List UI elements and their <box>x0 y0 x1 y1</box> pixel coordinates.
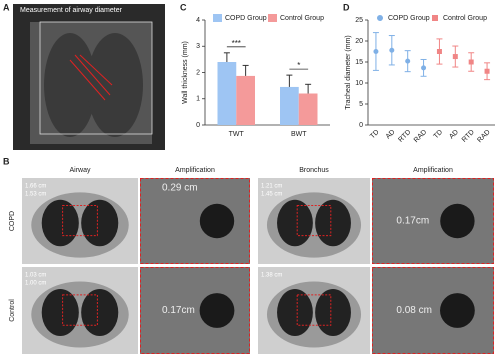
bar <box>298 93 318 125</box>
bar <box>236 75 255 125</box>
legend-swatch <box>268 14 277 22</box>
x-tick-label: TD <box>433 129 445 141</box>
y-tick-label: 5 <box>359 101 363 108</box>
roi-box <box>62 205 98 237</box>
zoom-frame <box>140 267 250 354</box>
y-tick-label: 10 <box>355 80 363 87</box>
point <box>484 68 490 74</box>
frame <box>39 21 153 135</box>
x-tick-label: RAD <box>413 129 428 144</box>
y-axis-label: Wall thickness (mm) <box>182 41 189 104</box>
lung <box>277 289 313 336</box>
point <box>389 47 395 53</box>
y-axis-label: Tracheal diameter (mm) <box>345 35 352 109</box>
point <box>468 59 474 65</box>
point <box>421 65 427 71</box>
y-tick-label: 3 <box>196 43 200 50</box>
legend-swatch <box>213 14 222 22</box>
legend-swatch <box>432 15 438 21</box>
measurement-label: 0.17cm <box>162 305 195 316</box>
x-tick-label: AD <box>385 129 397 141</box>
measurement-label: 1.03 cm <box>25 273 46 279</box>
lung <box>41 199 79 247</box>
legend-label: COPD Group <box>225 15 267 22</box>
column-header: Airway <box>69 167 91 174</box>
row-label: Control <box>9 299 16 322</box>
significance-label: *** <box>232 39 241 48</box>
airway <box>440 293 475 328</box>
x-tick-label: RTD <box>397 129 412 144</box>
ct-image <box>372 178 494 264</box>
x-tick-label: BWT <box>291 131 307 138</box>
measure-line <box>79 54 113 86</box>
airway <box>199 293 235 328</box>
point <box>452 54 458 60</box>
lung <box>81 199 119 247</box>
measurement-label: 1.53 cm <box>25 192 46 198</box>
y-tick-label: 15 <box>355 59 363 66</box>
measurement-label: 0.17cm <box>396 216 429 227</box>
roi-box <box>296 294 332 326</box>
y-tick-label: 2 <box>196 69 200 76</box>
x-tick-label: TWT <box>229 131 245 138</box>
column-header: Amplification <box>175 167 215 174</box>
x-tick-label: RTD <box>461 129 476 144</box>
column-header: Bronchus <box>299 167 329 174</box>
y-tick-label: 20 <box>355 38 363 45</box>
bar <box>217 62 237 125</box>
row-label: COPD <box>9 211 16 231</box>
measurement-label: 1.38 cm <box>261 273 282 279</box>
panel-letter: A <box>3 2 10 12</box>
measure-line <box>69 59 106 101</box>
x-tick-label: TD <box>369 129 381 141</box>
significance-label: * <box>297 61 300 70</box>
legend-label: Control Group <box>280 15 324 22</box>
y-tick-label: 1 <box>196 96 200 103</box>
image-title: Measurement of airway diameter <box>20 7 123 14</box>
point <box>373 49 379 54</box>
zoom-frame <box>372 178 494 264</box>
column-header: Amplification <box>413 167 453 174</box>
measurement-label: 0.29 cm <box>162 183 198 194</box>
measure-line <box>74 54 111 96</box>
legend-label: Control Group <box>443 15 487 22</box>
y-tick-label: 25 <box>355 17 363 24</box>
y-tick-label: 0 <box>359 122 363 129</box>
x-tick-label: RAD <box>476 129 491 144</box>
zoom-frame <box>372 267 494 354</box>
panel-letter: B <box>3 156 10 166</box>
roi-box <box>296 205 332 237</box>
lung <box>315 199 351 247</box>
bar <box>280 86 299 125</box>
x-tick-label: AD <box>448 129 460 141</box>
measurement-label: 0.08 cm <box>396 305 432 316</box>
roi-box <box>62 294 98 326</box>
lung <box>277 199 313 247</box>
lung <box>44 33 96 137</box>
point <box>405 58 411 64</box>
point <box>436 49 442 54</box>
measurement-label: 1.00 cm <box>25 281 46 287</box>
airway <box>440 203 475 239</box>
legend-label: COPD Group <box>388 15 430 22</box>
y-tick-label: 0 <box>196 122 200 129</box>
y-tick-label: 4 <box>196 17 200 24</box>
legend-swatch <box>377 15 383 21</box>
measurement-label: 1.66 cm <box>25 184 46 190</box>
panel-letter: C <box>180 2 187 12</box>
lung <box>315 289 351 336</box>
ct-image <box>372 267 494 354</box>
measurement-label: 1.21 cm <box>261 184 282 190</box>
lung <box>41 289 79 336</box>
lung <box>81 289 119 336</box>
lung <box>87 33 143 137</box>
airway <box>199 203 235 239</box>
measurement-label: 1.45 cm <box>261 192 282 198</box>
zoom-frame <box>140 178 250 264</box>
panel-letter: D <box>343 2 350 12</box>
